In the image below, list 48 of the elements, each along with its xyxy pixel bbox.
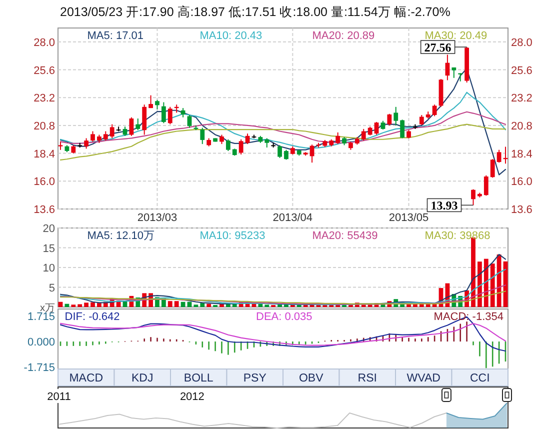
- text: RSI: [358, 372, 377, 384]
- text: MACD: [69, 372, 104, 384]
- text: MA20: 20.89: [312, 30, 375, 42]
- y-tick-label: 15: [42, 242, 55, 255]
- y-tick-label: 23.2: [34, 92, 55, 105]
- y-tick-label: 28.0: [34, 36, 55, 49]
- series-label: DIF: -0.642: [64, 311, 120, 323]
- annotation: 13.93: [430, 198, 458, 213]
- y-tick-label: 10: [42, 262, 55, 274]
- y-tick-label: 20: [42, 223, 55, 235]
- text: OBV: [298, 372, 324, 384]
- y-tick-label: 16.0: [34, 176, 55, 188]
- text: MA10: 95233: [200, 230, 266, 242]
- y-tick-label: 5: [48, 282, 55, 294]
- text: CCI: [470, 372, 490, 384]
- text: MA10: 20.43: [200, 30, 262, 42]
- y-tick-label: 25.6: [34, 64, 55, 77]
- y-tick-label: -1.715: [24, 362, 55, 374]
- x-tick-label: 2013/05: [388, 212, 429, 224]
- y2-tick-label: 18.4: [511, 148, 532, 160]
- x-tick-label: 2011: [47, 391, 71, 403]
- text: MA5: 12.10万: [87, 230, 155, 242]
- series-label: MACD: -1.354: [434, 311, 504, 323]
- series-label: DEA: 0.035: [256, 311, 312, 323]
- y-tick-label: 20.8: [34, 120, 55, 132]
- text: MA5: 17.01: [87, 30, 144, 42]
- y2-tick-label: 25.6: [511, 64, 532, 77]
- chart-title: 2013/05/23 开:17.90 高:18.97 低:17.51 收:18.00 量:11.54万 幅:-2.70%: [60, 4, 450, 19]
- x-tick-label: 2012: [180, 391, 204, 403]
- y2-tick-label: 28.0: [511, 36, 532, 49]
- text: KDJ: [132, 372, 154, 384]
- y-tick-label: 18.4: [34, 148, 55, 160]
- y-tick-label: 0.000: [27, 336, 55, 349]
- x-tick-label: 2013/03: [137, 212, 178, 224]
- y2-tick-label: 20.8: [511, 120, 532, 132]
- y-tick-label: 13.6: [34, 204, 55, 216]
- text: MA30: 39868: [424, 230, 490, 242]
- text: MA20: 55439: [312, 230, 378, 242]
- y2-tick-label: 16.0: [511, 176, 532, 188]
- annotation: 27.56: [424, 40, 452, 55]
- y2-tick-label: 13.6: [511, 204, 532, 216]
- y2-tick-label: 23.2: [511, 92, 532, 105]
- text: MA30: 20.49: [424, 30, 488, 42]
- y-tick-label: 1.715: [27, 311, 55, 324]
- x-tick-label: 2013/04: [272, 212, 313, 224]
- text: BOLL: [184, 372, 214, 384]
- text: WVAD: [406, 372, 440, 384]
- text: PSY: [243, 372, 267, 384]
